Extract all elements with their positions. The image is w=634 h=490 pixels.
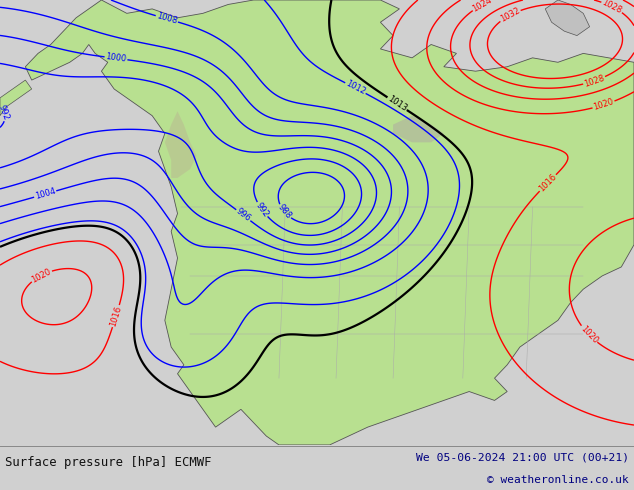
Text: 1016: 1016 bbox=[108, 305, 124, 327]
Text: 1000: 1000 bbox=[105, 52, 127, 64]
Text: 1020: 1020 bbox=[30, 267, 53, 284]
Polygon shape bbox=[393, 116, 444, 143]
Text: 996: 996 bbox=[235, 207, 252, 223]
Text: © weatheronline.co.uk: © weatheronline.co.uk bbox=[487, 475, 629, 485]
Text: 1008: 1008 bbox=[155, 12, 178, 26]
Text: 1012: 1012 bbox=[344, 79, 367, 97]
Text: 988: 988 bbox=[276, 203, 293, 221]
Text: 1020: 1020 bbox=[578, 324, 599, 345]
Text: 1020: 1020 bbox=[592, 98, 615, 112]
Text: 1028: 1028 bbox=[583, 73, 605, 89]
Text: 1004: 1004 bbox=[34, 187, 56, 201]
Text: Surface pressure [hPa] ECMWF: Surface pressure [hPa] ECMWF bbox=[5, 457, 212, 469]
Text: 1013: 1013 bbox=[386, 94, 408, 113]
Text: 992: 992 bbox=[254, 200, 270, 219]
Text: 1028: 1028 bbox=[600, 0, 623, 16]
Polygon shape bbox=[0, 80, 32, 116]
Polygon shape bbox=[545, 0, 590, 36]
Text: We 05-06-2024 21:00 UTC (00+21): We 05-06-2024 21:00 UTC (00+21) bbox=[416, 453, 629, 463]
Text: 992: 992 bbox=[0, 104, 11, 122]
Polygon shape bbox=[165, 111, 197, 178]
Text: 1016: 1016 bbox=[537, 172, 559, 194]
Text: 1024: 1024 bbox=[471, 0, 494, 14]
Polygon shape bbox=[25, 0, 634, 445]
Text: 1032: 1032 bbox=[498, 6, 522, 24]
